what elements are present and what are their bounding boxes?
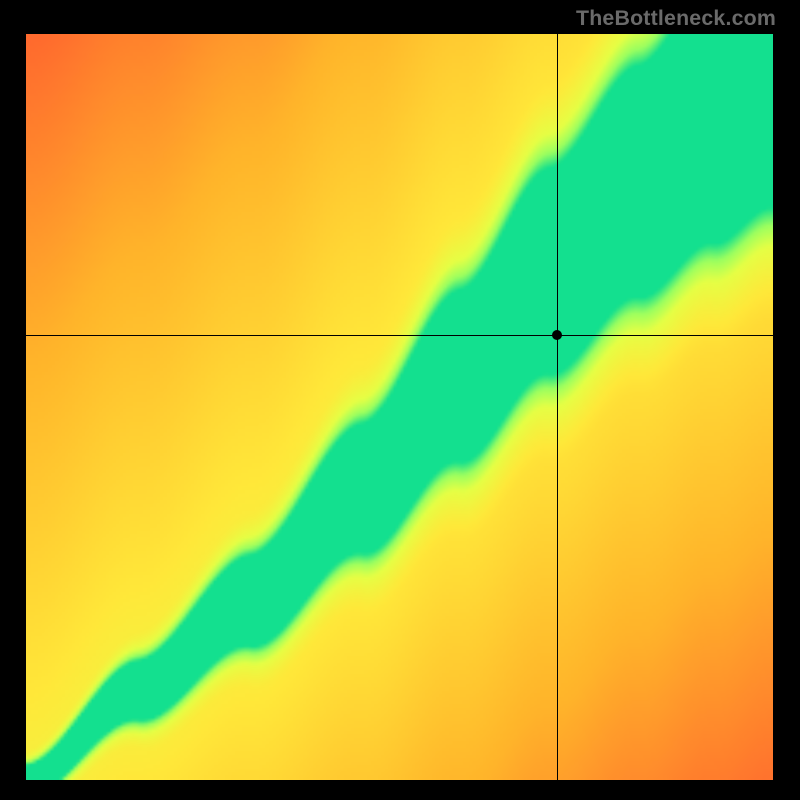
crosshair-horizontal [26, 335, 773, 336]
watermark-text: TheBottleneck.com [576, 6, 776, 31]
heatmap-plot [26, 34, 773, 780]
crosshair-marker-dot [552, 330, 562, 340]
chart-stage: TheBottleneck.com [0, 0, 800, 800]
heatmap-canvas [26, 34, 773, 780]
crosshair-vertical [557, 34, 558, 780]
